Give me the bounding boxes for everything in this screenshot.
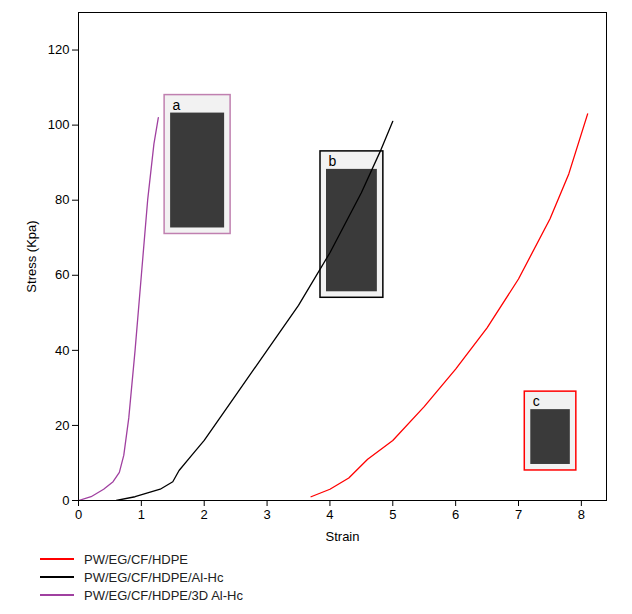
- svg-text:6: 6: [452, 507, 459, 522]
- html-text:PW/EG/CF/HDPE/Al-Hc: PW/EG/CF/HDPE/Al-Hc: [84, 569, 224, 585]
- svg-text:7: 7: [515, 507, 522, 522]
- svg-text:a: a: [173, 97, 181, 113]
- svg-text:c: c: [533, 393, 540, 409]
- html-text:PW/EG/CF/HDPE: PW/EG/CF/HDPE: [84, 551, 188, 567]
- svg-text:Strain: Strain: [326, 529, 360, 544]
- svg-text:3: 3: [263, 507, 270, 522]
- svg-text:20: 20: [55, 418, 69, 433]
- svg-text:100: 100: [48, 117, 70, 132]
- svg-text:4: 4: [326, 507, 333, 522]
- svg-text:b: b: [329, 153, 337, 169]
- svg-text:8: 8: [578, 507, 585, 522]
- svg-text:0: 0: [75, 507, 82, 522]
- svg-text:Stress (Kpa): Stress (Kpa): [24, 220, 39, 292]
- html-text:PW/EG/CF/HDPE/3D Al-Hc: PW/EG/CF/HDPE/3D Al-Hc: [84, 587, 243, 603]
- svg-text:80: 80: [55, 192, 69, 207]
- svg-text:5: 5: [389, 507, 396, 522]
- svg-text:40: 40: [55, 343, 69, 358]
- svg-text:120: 120: [48, 42, 70, 57]
- svg-text:2: 2: [201, 507, 208, 522]
- svg-text:0: 0: [62, 493, 69, 508]
- svg-text:60: 60: [55, 267, 69, 282]
- svg-text:1: 1: [138, 507, 145, 522]
